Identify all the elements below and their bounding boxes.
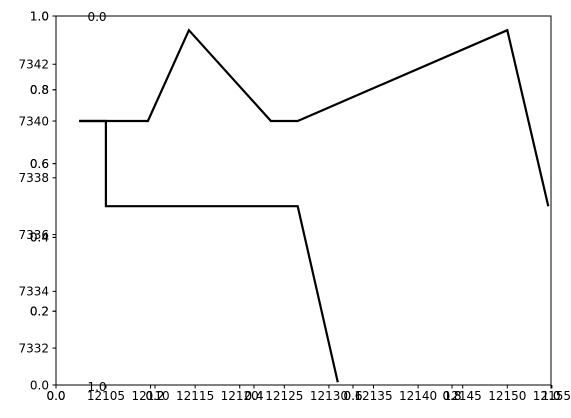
data-y2-tick-2-label: 0.6 [30, 157, 49, 171]
data-y-tick-1-label: 7334 [18, 285, 49, 299]
data-y-tick-3-label: 7338 [18, 171, 49, 185]
frame-y-tick-5-label: 1.0 [30, 9, 49, 23]
data-x-tick-9-label: 12145 [444, 389, 482, 403]
frame-x-tick-2-label: 0.4 [244, 389, 263, 403]
plot-area [56, 16, 551, 385]
frame-x-tick-4-label: 0.8 [442, 389, 461, 403]
frame-top-tick-label: 0.0 [87, 10, 106, 24]
data-y2-tick-0-label: 0.2 [30, 305, 49, 319]
data-x-tick-1-label: 12105 [87, 389, 125, 403]
data-x-tick-10-label: 12150 [488, 389, 526, 403]
data-x-tick-8-label: 12140 [399, 389, 437, 403]
frame-x-tick-1-label: 0.2 [145, 389, 164, 403]
data-x-tick-4-label: 12120 [221, 389, 259, 403]
axes-frame [55, 15, 552, 386]
frame-left-tick-label: 1.0 [87, 380, 106, 394]
frame-x-tick-0-label: 0.0 [46, 389, 65, 403]
data-x-tick-7-label: 12135 [354, 389, 392, 403]
frame-x-tick-5-label: 1.0 [541, 389, 560, 403]
data-x2-tick-1-label: 0.4 [244, 389, 263, 403]
data-x2-tick-0-label: 0.2 [145, 389, 164, 403]
data-y-tick-2-label: 7336 [18, 228, 49, 242]
frame-y-tick-2-label: 0.4 [30, 231, 49, 245]
data-x2-tick-3-label: 0.8 [442, 389, 461, 403]
frame-y-tick-3-label: 0.6 [30, 157, 49, 171]
series-layer [79, 28, 550, 383]
frame-y-tick-1-label: 0.2 [30, 305, 49, 319]
data-y2-tick-4-label: 1.0 [30, 9, 49, 23]
data-x-tick-3-label: 12115 [176, 389, 214, 403]
data-x-tick-0-label: 0.0 [46, 389, 65, 403]
data-x2-tick-4-label: 1.0 [541, 389, 560, 403]
data-y-tick-4-label: 7340 [18, 114, 49, 128]
data-y2-tick-3-label: 0.8 [30, 83, 49, 97]
data-x-tick-2-label: 12110 [131, 389, 169, 403]
data-x-tick-11-label: 12155 [533, 389, 571, 403]
data-y2-tick-1-label: 0.4 [30, 231, 49, 245]
data-x-tick-5-label: 12125 [265, 389, 303, 403]
data-y-tick-5-label: 7342 [18, 58, 49, 72]
frame-x-tick-3-label: 0.6 [343, 389, 362, 403]
data-x-tick-6-label: 12130 [310, 389, 348, 403]
data-x2-tick-2-label: 0.6 [343, 389, 362, 403]
tick-layer: 0.0 0.2 0.4 0.6 0.8 1.0 0.0 0.2 0.4 0.6 0.8 1.0 0.0 1… [18, 9, 571, 403]
data-y-tick-0-label: 7332 [18, 341, 49, 355]
frame-y-tick-4-label: 0.8 [30, 83, 49, 97]
frame-y-tick-0-label: 0.0 [30, 378, 49, 392]
